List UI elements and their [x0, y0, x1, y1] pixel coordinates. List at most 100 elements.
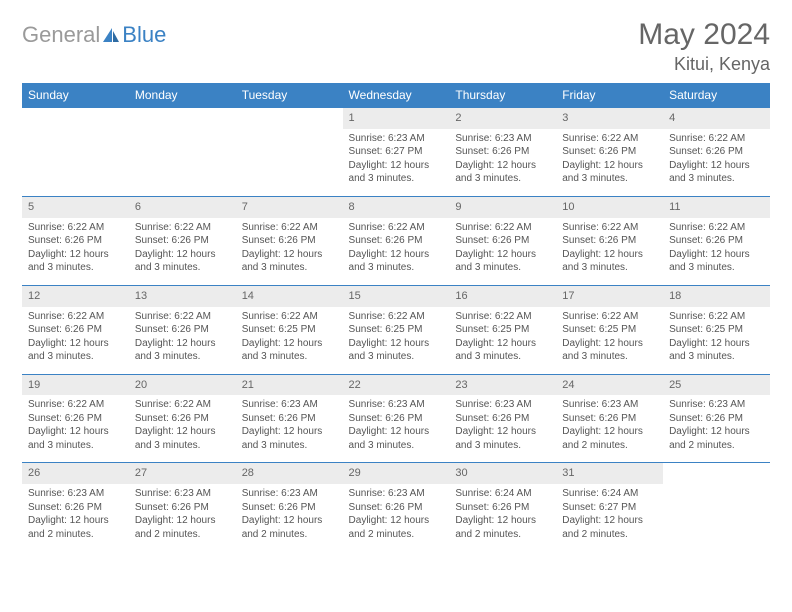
location-label: Kitui, Kenya [638, 54, 770, 75]
day-number-cell: 10 [556, 196, 663, 217]
daylight-line: Daylight: 12 hours and 3 minutes. [669, 159, 764, 186]
day-detail-cell: Sunrise: 6:23 AMSunset: 6:26 PMDaylight:… [236, 484, 343, 551]
sunrise-line: Sunrise: 6:22 AM [135, 310, 230, 324]
sunrise-line: Sunrise: 6:23 AM [349, 487, 444, 501]
day-detail-cell: Sunrise: 6:23 AMSunset: 6:26 PMDaylight:… [449, 129, 556, 197]
daylight-line: Daylight: 12 hours and 3 minutes. [562, 337, 657, 364]
daylight-line: Daylight: 12 hours and 3 minutes. [455, 337, 550, 364]
daylight-line: Daylight: 12 hours and 3 minutes. [28, 425, 123, 452]
day-detail-cell: Sunrise: 6:22 AMSunset: 6:26 PMDaylight:… [663, 129, 770, 197]
day-detail-cell: Sunrise: 6:22 AMSunset: 6:25 PMDaylight:… [556, 307, 663, 375]
page-header: General Blue May 2024 Kitui, Kenya [22, 18, 770, 75]
day-detail-cell [236, 129, 343, 197]
sunrise-line: Sunrise: 6:22 AM [28, 221, 123, 235]
sunrise-line: Sunrise: 6:22 AM [562, 310, 657, 324]
day-detail-cell: Sunrise: 6:22 AMSunset: 6:26 PMDaylight:… [236, 218, 343, 286]
day-number-cell [236, 108, 343, 129]
day-detail-cell: Sunrise: 6:22 AMSunset: 6:26 PMDaylight:… [129, 307, 236, 375]
daylight-line: Daylight: 12 hours and 3 minutes. [135, 337, 230, 364]
day-detail-cell: Sunrise: 6:22 AMSunset: 6:25 PMDaylight:… [236, 307, 343, 375]
sunrise-line: Sunrise: 6:22 AM [28, 398, 123, 412]
day-number-cell: 1 [343, 108, 450, 129]
sunrise-line: Sunrise: 6:22 AM [669, 310, 764, 324]
day-number-cell: 24 [556, 374, 663, 395]
sunrise-line: Sunrise: 6:22 AM [669, 132, 764, 146]
daylight-line: Daylight: 12 hours and 2 minutes. [562, 425, 657, 452]
logo-text-blue: Blue [122, 22, 166, 48]
sunset-line: Sunset: 6:26 PM [455, 501, 550, 515]
day-number-cell: 3 [556, 108, 663, 129]
sunrise-line: Sunrise: 6:22 AM [455, 221, 550, 235]
day-number-cell: 25 [663, 374, 770, 395]
day-number-cell: 12 [22, 285, 129, 306]
calendar-body: 1234Sunrise: 6:23 AMSunset: 6:27 PMDayli… [22, 108, 770, 552]
week-daynum-row: 262728293031 [22, 463, 770, 484]
title-block: May 2024 Kitui, Kenya [638, 18, 770, 75]
daylight-line: Daylight: 12 hours and 2 minutes. [349, 514, 444, 541]
day-number-cell: 14 [236, 285, 343, 306]
sunset-line: Sunset: 6:26 PM [562, 234, 657, 248]
daylight-line: Daylight: 12 hours and 3 minutes. [455, 159, 550, 186]
sunrise-line: Sunrise: 6:23 AM [455, 398, 550, 412]
sunset-line: Sunset: 6:27 PM [349, 145, 444, 159]
sunrise-line: Sunrise: 6:22 AM [349, 310, 444, 324]
sunset-line: Sunset: 6:26 PM [349, 412, 444, 426]
week-daynum-row: 19202122232425 [22, 374, 770, 395]
daylight-line: Daylight: 12 hours and 2 minutes. [455, 514, 550, 541]
daylight-line: Daylight: 12 hours and 3 minutes. [562, 159, 657, 186]
sunset-line: Sunset: 6:26 PM [349, 501, 444, 515]
sunset-line: Sunset: 6:26 PM [28, 323, 123, 337]
daylight-line: Daylight: 12 hours and 3 minutes. [242, 337, 337, 364]
day-detail-cell: Sunrise: 6:22 AMSunset: 6:25 PMDaylight:… [449, 307, 556, 375]
logo-sail-icon [102, 27, 120, 43]
sunrise-line: Sunrise: 6:23 AM [455, 132, 550, 146]
sunset-line: Sunset: 6:26 PM [28, 234, 123, 248]
day-number-cell: 6 [129, 196, 236, 217]
week-detail-row: Sunrise: 6:22 AMSunset: 6:26 PMDaylight:… [22, 218, 770, 286]
day-number-cell: 19 [22, 374, 129, 395]
sunrise-line: Sunrise: 6:24 AM [562, 487, 657, 501]
sunset-line: Sunset: 6:25 PM [349, 323, 444, 337]
day-detail-cell [129, 129, 236, 197]
day-number-cell: 7 [236, 196, 343, 217]
day-detail-cell: Sunrise: 6:24 AMSunset: 6:26 PMDaylight:… [449, 484, 556, 551]
sunset-line: Sunset: 6:26 PM [242, 412, 337, 426]
sunrise-line: Sunrise: 6:22 AM [242, 221, 337, 235]
day-header: Sunday [22, 83, 129, 108]
day-detail-cell: Sunrise: 6:22 AMSunset: 6:26 PMDaylight:… [129, 218, 236, 286]
day-number-cell: 2 [449, 108, 556, 129]
daylight-line: Daylight: 12 hours and 2 minutes. [562, 514, 657, 541]
sunset-line: Sunset: 6:26 PM [242, 501, 337, 515]
sunrise-line: Sunrise: 6:23 AM [349, 132, 444, 146]
sunset-line: Sunset: 6:26 PM [28, 501, 123, 515]
day-detail-cell [22, 129, 129, 197]
sunset-line: Sunset: 6:25 PM [669, 323, 764, 337]
day-detail-cell: Sunrise: 6:23 AMSunset: 6:26 PMDaylight:… [663, 395, 770, 463]
day-number-cell: 21 [236, 374, 343, 395]
sunset-line: Sunset: 6:26 PM [669, 412, 764, 426]
day-number-cell: 11 [663, 196, 770, 217]
sunset-line: Sunset: 6:26 PM [669, 145, 764, 159]
day-detail-cell [663, 484, 770, 551]
day-detail-cell: Sunrise: 6:22 AMSunset: 6:26 PMDaylight:… [556, 218, 663, 286]
sunset-line: Sunset: 6:26 PM [669, 234, 764, 248]
week-daynum-row: 1234 [22, 108, 770, 129]
daylight-line: Daylight: 12 hours and 3 minutes. [28, 337, 123, 364]
day-detail-cell: Sunrise: 6:23 AMSunset: 6:26 PMDaylight:… [236, 395, 343, 463]
sunrise-line: Sunrise: 6:23 AM [28, 487, 123, 501]
week-daynum-row: 567891011 [22, 196, 770, 217]
week-detail-row: Sunrise: 6:22 AMSunset: 6:26 PMDaylight:… [22, 307, 770, 375]
day-detail-cell: Sunrise: 6:23 AMSunset: 6:27 PMDaylight:… [343, 129, 450, 197]
daylight-line: Daylight: 12 hours and 3 minutes. [349, 425, 444, 452]
sunset-line: Sunset: 6:26 PM [455, 145, 550, 159]
sunset-line: Sunset: 6:26 PM [135, 323, 230, 337]
day-number-cell: 30 [449, 463, 556, 484]
day-header-row: SundayMondayTuesdayWednesdayThursdayFrid… [22, 83, 770, 108]
day-detail-cell: Sunrise: 6:23 AMSunset: 6:26 PMDaylight:… [22, 484, 129, 551]
daylight-line: Daylight: 12 hours and 3 minutes. [349, 159, 444, 186]
sunrise-line: Sunrise: 6:23 AM [135, 487, 230, 501]
day-number-cell: 16 [449, 285, 556, 306]
sunset-line: Sunset: 6:25 PM [455, 323, 550, 337]
day-number-cell: 31 [556, 463, 663, 484]
day-header: Wednesday [343, 83, 450, 108]
